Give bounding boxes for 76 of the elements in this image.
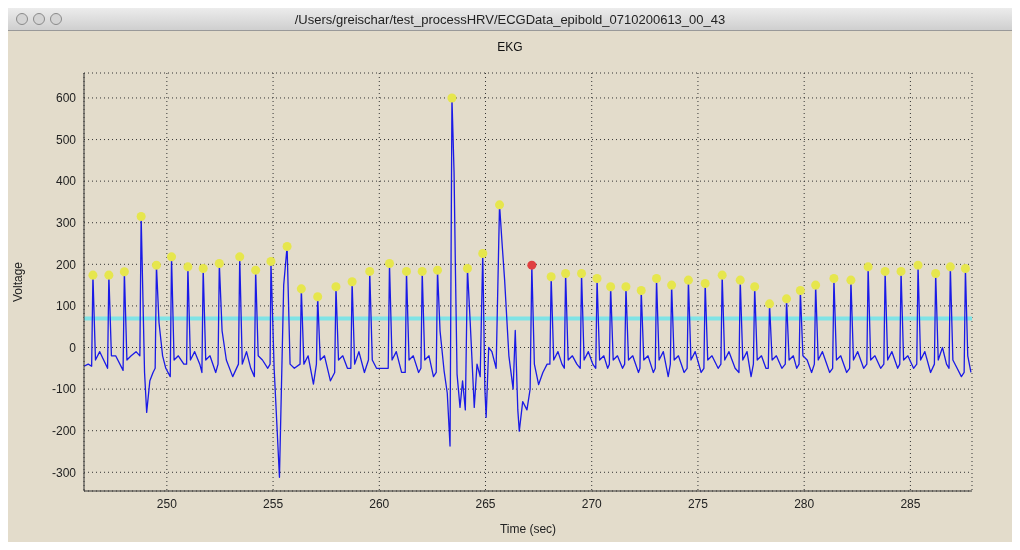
point bbox=[811, 280, 821, 290]
point bbox=[88, 270, 98, 280]
y-tick-label: 200 bbox=[55, 257, 77, 272]
point bbox=[527, 260, 537, 270]
x-tick-label: 260 bbox=[369, 496, 390, 511]
point bbox=[667, 280, 677, 290]
point bbox=[296, 284, 306, 294]
point bbox=[495, 200, 505, 210]
point bbox=[447, 93, 457, 103]
point bbox=[846, 275, 856, 285]
y-tick-label: 600 bbox=[55, 91, 77, 106]
point bbox=[913, 260, 923, 270]
x-tick-label: 250 bbox=[156, 496, 178, 511]
x-tick-label: 255 bbox=[263, 496, 284, 511]
y-tick-label: 300 bbox=[55, 215, 77, 230]
point bbox=[198, 263, 208, 273]
point bbox=[119, 267, 129, 277]
text: /Users/greischar/test_processHRV/ECGData_epibold_0710200613_00_43 bbox=[294, 11, 726, 27]
point bbox=[136, 211, 146, 221]
point bbox=[700, 278, 710, 288]
point bbox=[401, 266, 411, 276]
point bbox=[931, 268, 941, 278]
point bbox=[683, 275, 693, 285]
point bbox=[621, 282, 631, 292]
point bbox=[331, 282, 341, 292]
point bbox=[235, 252, 245, 262]
point bbox=[478, 249, 488, 259]
point bbox=[251, 265, 261, 275]
point bbox=[104, 270, 114, 280]
point bbox=[960, 263, 970, 273]
point bbox=[167, 252, 177, 262]
point bbox=[795, 286, 805, 296]
x-tick-label: 280 bbox=[794, 496, 815, 511]
y-tick-label: -100 bbox=[51, 382, 77, 397]
point bbox=[417, 266, 427, 276]
point bbox=[432, 265, 443, 275]
y-tick-label: 400 bbox=[55, 174, 77, 189]
point bbox=[577, 268, 587, 278]
y-tick-label: 0 bbox=[69, 340, 77, 355]
y-tick-label: 100 bbox=[55, 299, 77, 314]
x-tick-label: 265 bbox=[475, 496, 496, 511]
point bbox=[606, 282, 616, 292]
point bbox=[636, 286, 646, 296]
point bbox=[863, 262, 873, 272]
x-tick-label: 275 bbox=[687, 496, 709, 511]
point bbox=[347, 277, 357, 287]
point bbox=[546, 272, 556, 282]
y-tick-label: -300 bbox=[51, 465, 77, 480]
point bbox=[652, 273, 662, 283]
x-tick-label: 270 bbox=[581, 496, 603, 511]
point bbox=[561, 268, 571, 278]
point bbox=[462, 263, 472, 273]
point bbox=[214, 258, 224, 268]
point bbox=[384, 258, 394, 268]
x-axis-title: Time (sec) bbox=[499, 522, 557, 536]
point bbox=[282, 241, 292, 251]
point bbox=[266, 256, 276, 266]
y-tick-label: 500 bbox=[55, 132, 77, 147]
chart-title: EKG bbox=[496, 40, 524, 54]
point bbox=[896, 266, 906, 276]
x-tick-label: 285 bbox=[900, 496, 921, 511]
point bbox=[313, 292, 323, 302]
y-tick-label: -200 bbox=[51, 423, 77, 438]
point bbox=[151, 260, 161, 270]
point bbox=[945, 262, 955, 272]
point bbox=[592, 273, 602, 283]
point bbox=[183, 262, 193, 272]
point bbox=[750, 282, 760, 292]
point bbox=[735, 275, 745, 285]
point bbox=[880, 266, 890, 276]
point bbox=[829, 273, 839, 283]
point bbox=[782, 294, 792, 304]
point bbox=[765, 299, 775, 309]
point bbox=[717, 270, 727, 280]
point bbox=[365, 266, 375, 276]
y-axis-title: Voltage bbox=[11, 261, 26, 303]
